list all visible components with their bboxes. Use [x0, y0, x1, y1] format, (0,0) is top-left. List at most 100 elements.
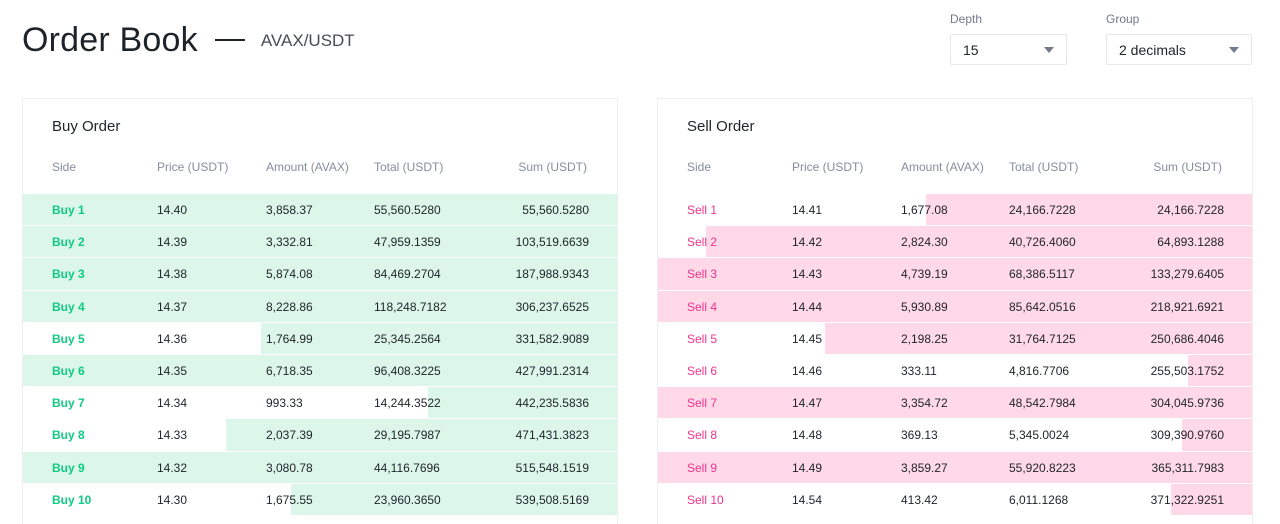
chevron-down-icon [1044, 46, 1054, 53]
sell-order-row[interactable]: Sell 3 14.43 4,739.19 68,386.5117 133,279.64… [658, 258, 1252, 291]
depth-bar [705, 226, 1252, 258]
depth-control: Depth 15 [950, 12, 1067, 65]
side-cell: Buy 8 [52, 428, 85, 443]
price-cell: 14.36 [157, 331, 188, 346]
sum-cell: 304,045.9736 [1150, 396, 1224, 411]
total-cell: 118,248.7182 [374, 299, 447, 314]
total-cell: 23,960.3650 [374, 492, 441, 507]
total-cell: 14,244.3522 [374, 396, 441, 411]
total-cell: 40,726.4060 [1009, 235, 1076, 250]
amount-cell: 6,718.35 [266, 363, 313, 378]
sum-cell: 255,503.1752 [1150, 363, 1224, 378]
buy-order-row[interactable]: Buy 10 14.30 1,675.55 23,960.3650 539,508.51… [23, 483, 617, 516]
group-label: Group [1106, 12, 1140, 26]
depth-bar [291, 483, 617, 515]
side-cell: Buy 3 [52, 267, 85, 282]
buy-order-row[interactable]: Buy 5 14.36 1,764.99 25,345.2564 331,582.908… [23, 322, 617, 355]
side-cell: Buy 1 [52, 203, 85, 217]
price-cell: 14.41 [792, 203, 823, 217]
buy-order-row[interactable]: Buy 3 14.38 5,874.08 84,469.2704 187,988.934… [23, 258, 617, 291]
group-select[interactable]: 2 decimals [1106, 34, 1252, 65]
sum-cell: 306,237.6525 [515, 299, 589, 314]
total-cell: 25,345.2564 [374, 331, 441, 346]
sell-order-row[interactable]: Sell 6 14.46 333.11 4,816.7706 255,503.1752 [658, 354, 1252, 388]
amount-cell: 413.42 [901, 492, 938, 507]
buy-order-row[interactable]: Buy 1 14.40 3,858.37 55,560.5280 55,560.5280 [23, 194, 617, 227]
sell-order-row[interactable]: Sell 7 14.47 3,354.72 48,542.7984 304,045.97… [658, 387, 1252, 420]
total-cell: 55,920.8223 [1009, 460, 1076, 475]
total-cell: 85,642.0516 [1009, 299, 1076, 314]
sell-order-row[interactable]: Sell 10 14.54 413.42 6,011.1268 371,322.9251 [658, 483, 1252, 516]
sell-order-row[interactable]: Sell 2 14.42 2,824.30 40,726.4060 64,893.128… [658, 226, 1252, 259]
sum-cell: 331,582.9089 [515, 331, 589, 346]
depth-bar [658, 451, 1252, 483]
depth-bar [23, 226, 617, 258]
buy-order-row[interactable]: Buy 6 14.35 6,718.35 96,408.3225 427,991.231… [23, 354, 617, 388]
depth-bar [23, 258, 617, 290]
side-cell: Buy 6 [52, 363, 85, 378]
depth-bar [658, 290, 1252, 322]
price-cell: 14.54 [792, 492, 823, 507]
amount-cell: 2,037.39 [266, 428, 313, 443]
side-cell: Buy 4 [52, 299, 85, 314]
buy-order-row[interactable]: Buy 9 14.32 3,080.78 44,116.7696 515,548.151… [23, 451, 617, 484]
sell-order-rows: Sell 1 14.41 1,677.08 24,166.7228 24,166.722… [658, 194, 1252, 516]
amount-cell: 3,332.81 [266, 235, 313, 250]
sell-order-row[interactable]: Sell 1 14.41 1,677.08 24,166.7228 24,166.722… [658, 194, 1252, 227]
buy-order-row[interactable]: Buy 8 14.33 2,037.39 29,195.7987 471,431.382… [23, 419, 617, 452]
sell-order-row[interactable]: Sell 4 14.44 5,930.89 85,642.0516 218,921.69… [658, 290, 1252, 323]
column-header-side: Side [52, 160, 77, 174]
price-cell: 14.44 [792, 299, 823, 314]
sum-cell: 309,390.9760 [1150, 428, 1224, 443]
sum-cell: 471,431.3823 [515, 428, 589, 443]
total-cell: 48,542.7984 [1009, 396, 1076, 411]
side-cell: Sell 7 [687, 396, 718, 411]
depth-bar [658, 258, 1252, 290]
buy-panel-title: Buy Order [52, 118, 121, 135]
amount-cell: 3,859.27 [901, 460, 948, 475]
side-cell: Sell 4 [687, 299, 718, 314]
price-cell: 14.39 [157, 235, 188, 250]
side-cell: Sell 9 [687, 460, 718, 475]
title-separator [214, 39, 245, 41]
side-cell: Sell 8 [687, 428, 718, 443]
sum-cell: 133,279.6405 [1150, 267, 1224, 282]
buy-order-panel: Buy Order Side Price (USDT) Amount (AVAX… [22, 98, 618, 524]
buy-order-rows: Buy 1 14.40 3,858.37 55,560.5280 55,560.5280… [23, 194, 617, 516]
buy-order-row[interactable]: Buy 2 14.39 3,332.81 47,959.1359 103,519.663… [23, 226, 617, 259]
side-cell: Buy 5 [52, 331, 85, 346]
sell-order-row[interactable]: Sell 5 14.45 2,198.25 31,764.7125 250,686.40… [658, 322, 1252, 355]
sell-order-row[interactable]: Sell 8 14.48 369.13 5,345.0024 309,390.9760 [658, 419, 1252, 452]
sum-cell: 55,560.5280 [522, 203, 589, 217]
sum-cell: 103,519.6639 [515, 235, 589, 250]
depth-bar [225, 419, 617, 451]
buy-order-row[interactable]: Buy 7 14.34 993.33 14,244.3522 442,235.5836 [23, 387, 617, 420]
sell-panel-title: Sell Order [687, 118, 755, 135]
sum-cell: 442,235.5836 [515, 396, 589, 411]
depth-bar [1188, 354, 1252, 387]
price-cell: 14.48 [792, 428, 823, 443]
side-cell: Sell 1 [687, 203, 718, 217]
price-cell: 14.43 [792, 267, 823, 282]
depth-bar [926, 194, 1252, 226]
depth-select[interactable]: 15 [950, 34, 1067, 65]
page-header: Order Book AVAX/USDT [22, 18, 355, 62]
sum-cell: 218,921.6921 [1150, 299, 1224, 314]
sum-cell: 365,311.7983 [1151, 460, 1224, 475]
price-cell: 14.38 [157, 267, 188, 282]
price-cell: 14.32 [157, 460, 188, 475]
column-header-total: Total (USDT) [374, 160, 444, 174]
buy-order-row[interactable]: Buy 4 14.37 8,228.86 118,248.7182 306,237.65… [23, 290, 617, 323]
price-cell: 14.46 [792, 363, 823, 378]
side-cell: Sell 2 [687, 235, 718, 250]
depth-value: 15 [963, 41, 979, 58]
price-cell: 14.47 [792, 396, 823, 411]
price-cell: 14.45 [792, 331, 823, 346]
depth-bar [824, 322, 1252, 354]
side-cell: Sell 5 [687, 331, 718, 346]
group-value: 2 decimals [1119, 41, 1186, 58]
price-cell: 14.33 [157, 428, 188, 443]
depth-bar [658, 387, 1252, 419]
sell-order-row[interactable]: Sell 9 14.49 3,859.27 55,920.8223 365,311.79… [658, 451, 1252, 484]
depth-bar [1182, 419, 1252, 451]
